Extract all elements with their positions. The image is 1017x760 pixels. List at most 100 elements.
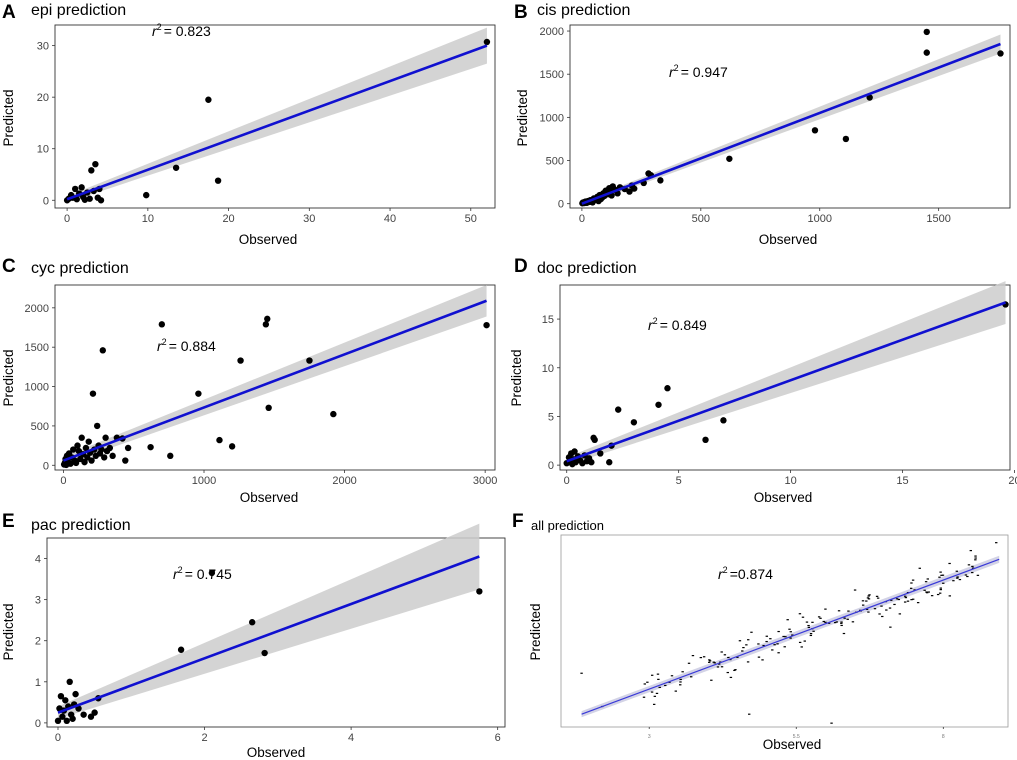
data-point xyxy=(824,621,827,623)
data-point xyxy=(846,618,849,620)
data-point xyxy=(798,641,802,644)
data-point xyxy=(939,571,942,573)
data-point xyxy=(99,347,106,354)
panel-title: all prediction xyxy=(531,518,604,533)
panel-title: pac prediction xyxy=(31,517,131,534)
data-point xyxy=(741,650,744,652)
y-tick-label: 2000 xyxy=(25,303,49,315)
data-point xyxy=(809,634,813,637)
data-point xyxy=(840,624,843,627)
data-point xyxy=(205,96,212,103)
y-tick-label: 1000 xyxy=(25,382,49,394)
data-point xyxy=(122,457,129,464)
x-tick-label: 20 xyxy=(222,213,234,225)
data-point xyxy=(927,591,930,593)
x-tick-label: 8 xyxy=(942,734,945,740)
x-tick-label: 6 xyxy=(495,732,501,744)
data-point xyxy=(650,674,654,676)
data-point xyxy=(597,450,604,457)
data-point xyxy=(591,436,598,444)
data-point xyxy=(936,593,940,596)
data-point xyxy=(670,675,674,677)
data-point xyxy=(689,676,693,678)
data-point xyxy=(147,443,154,451)
data-point xyxy=(102,434,109,441)
data-point xyxy=(708,660,712,662)
y-tick-label: 3 xyxy=(35,595,41,607)
data-point xyxy=(866,94,873,101)
data-point xyxy=(658,686,661,688)
data-point xyxy=(101,454,108,461)
data-point xyxy=(588,459,595,466)
confidence-band xyxy=(566,281,1006,466)
data-point xyxy=(143,191,150,199)
data-point xyxy=(88,457,95,464)
data-point xyxy=(948,562,951,565)
data-point xyxy=(923,28,930,36)
data-point xyxy=(911,579,915,581)
data-point xyxy=(679,678,682,681)
y-tick-label: 500 xyxy=(546,156,564,168)
x-tick-label: 4 xyxy=(348,732,354,744)
data-point xyxy=(78,184,85,191)
y-axis-label: Predicted xyxy=(1,603,16,660)
y-tick-label: 500 xyxy=(31,421,49,433)
data-point xyxy=(881,615,884,618)
data-point xyxy=(995,542,998,544)
data-point xyxy=(720,666,724,668)
data-point xyxy=(652,703,656,705)
data-point xyxy=(923,49,930,56)
data-point xyxy=(264,315,271,323)
data-point xyxy=(777,630,780,633)
data-point xyxy=(867,598,871,600)
data-point xyxy=(262,321,270,328)
data-point xyxy=(910,582,913,584)
data-point xyxy=(952,580,955,582)
data-point xyxy=(895,598,899,600)
data-point xyxy=(646,681,649,683)
data-point xyxy=(720,651,723,653)
data-point xyxy=(893,603,896,606)
data-point xyxy=(729,676,733,679)
y-tick-label: 10 xyxy=(542,363,554,375)
y-tick-label: 0 xyxy=(35,718,41,730)
x-tick-label: 0 xyxy=(64,213,70,225)
data-point xyxy=(717,663,721,665)
data-point xyxy=(897,598,900,601)
data-point xyxy=(727,656,730,659)
data-point xyxy=(723,654,727,656)
data-point xyxy=(867,595,870,597)
x-tick-label: 10 xyxy=(784,475,796,487)
data-point xyxy=(819,617,822,619)
data-point xyxy=(261,649,268,657)
x-tick-label: 3000 xyxy=(473,475,497,487)
x-tick-label: 0 xyxy=(60,475,66,487)
y-axis-label: Predicted xyxy=(1,89,16,146)
data-point xyxy=(861,604,865,606)
confidence-band xyxy=(67,27,487,203)
data-point xyxy=(924,581,928,583)
panel-letter: A xyxy=(2,2,16,23)
x-tick-label: 15 xyxy=(896,475,908,487)
data-point xyxy=(761,659,764,661)
data-point xyxy=(784,636,787,638)
panel-title: epi prediction xyxy=(31,2,126,19)
x-axis-label: Observed xyxy=(239,232,298,247)
regression-line xyxy=(581,558,1000,715)
data-point xyxy=(868,594,871,596)
panel-title: cis prediction xyxy=(537,2,630,19)
data-point xyxy=(926,578,929,580)
data-point xyxy=(925,591,928,593)
data-point xyxy=(843,617,846,619)
data-point xyxy=(742,646,745,649)
data-point xyxy=(938,592,942,594)
panel-letter: F xyxy=(512,511,524,532)
y-tick-label: 0 xyxy=(43,460,49,472)
data-point xyxy=(63,717,70,725)
data-point xyxy=(909,587,913,589)
data-point xyxy=(80,711,87,718)
data-point xyxy=(830,722,833,724)
data-point xyxy=(776,643,779,645)
data-point xyxy=(738,640,742,642)
